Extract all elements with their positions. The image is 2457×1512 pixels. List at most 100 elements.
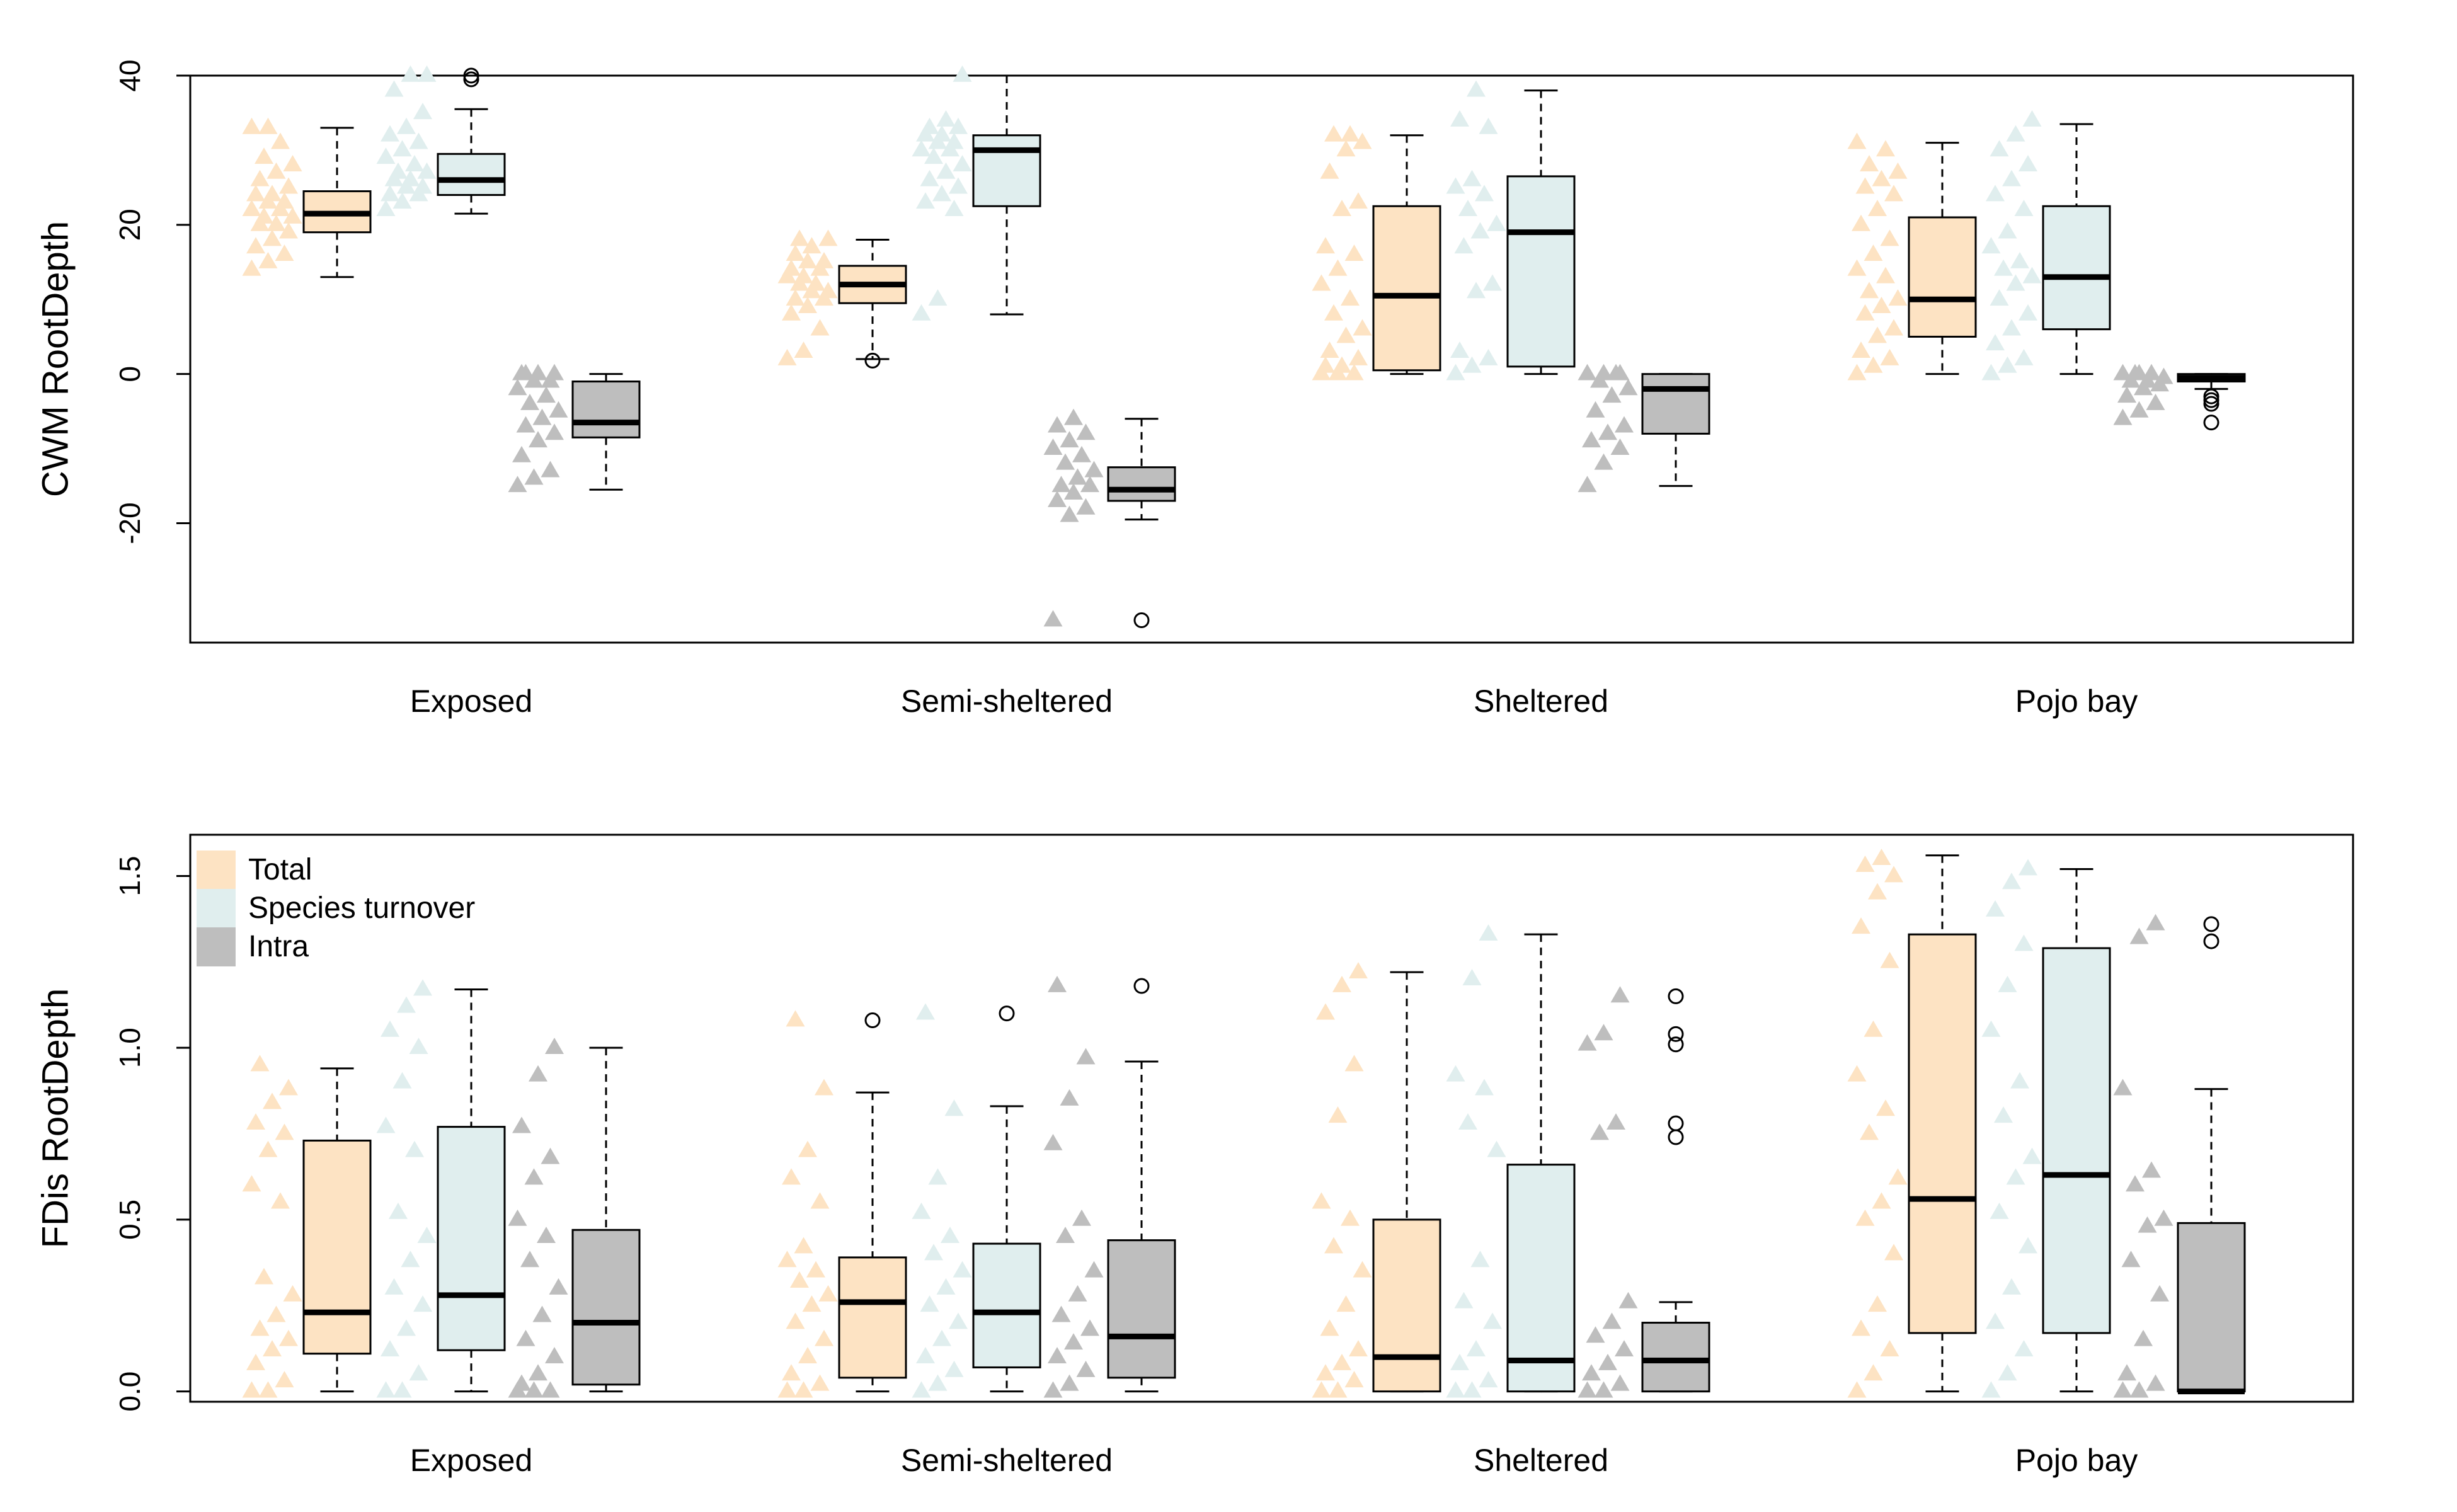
data-point-total <box>246 1113 265 1130</box>
data-point-intra <box>1060 505 1079 522</box>
data-point-species-turnover <box>1446 1065 1465 1082</box>
data-point-intra <box>545 1038 564 1055</box>
outlier-point <box>2203 933 2219 949</box>
outlier-point <box>1668 1129 1684 1145</box>
data-point-species-turnover <box>1467 282 1486 299</box>
data-point-species-turnover <box>1450 341 1469 358</box>
legend-label-intra: Intra <box>248 930 309 963</box>
data-point-total <box>1872 849 1891 866</box>
data-point-total <box>777 1381 797 1398</box>
outlier-point <box>2203 415 2219 431</box>
data-point-total <box>790 229 809 246</box>
data-point-species-turnover <box>1981 364 2001 381</box>
data-point-total <box>258 117 278 134</box>
data-point-intra <box>1615 416 1634 433</box>
data-point-intra <box>508 379 527 396</box>
data-point-species-turnover <box>936 110 956 127</box>
data-point-total <box>263 185 282 202</box>
data-point-total <box>1312 274 1331 291</box>
data-point-total <box>242 1381 261 1398</box>
data-point-intra <box>512 445 531 462</box>
data-point-species-turnover <box>1446 1381 1465 1398</box>
data-point-intra <box>2121 1251 2141 1268</box>
data-point-intra <box>512 1374 531 1391</box>
data-point-total <box>1324 125 1343 142</box>
data-point-species-turnover <box>928 1374 948 1391</box>
data-point-intra <box>549 1278 568 1295</box>
data-point-species-turnover <box>381 185 399 202</box>
data-point-total <box>246 1353 265 1370</box>
data-point-intra <box>520 1251 539 1268</box>
data-point-intra <box>516 364 536 381</box>
data-point-total <box>815 251 833 268</box>
data-point-species-turnover <box>2019 155 2037 171</box>
data-point-total <box>1852 341 1870 358</box>
outlier-point <box>463 67 479 84</box>
y-axis-label: FDis RootDepth <box>35 988 76 1249</box>
data-point-total <box>782 304 801 321</box>
data-point-species-turnover <box>912 140 931 157</box>
data-point-total <box>782 259 801 276</box>
data-point-total <box>258 251 278 268</box>
data-point-intra <box>2126 1175 2145 1192</box>
data-point-species-turnover <box>1458 200 1477 217</box>
data-point-intra <box>2146 914 2165 931</box>
box-total-exposed <box>302 1139 372 1355</box>
data-point-intra <box>529 1364 547 1381</box>
plot-frame <box>189 833 2354 1403</box>
data-point-intra <box>1582 1364 1601 1381</box>
data-point-total <box>1349 962 1368 979</box>
data-point-species-turnover <box>2006 125 2025 142</box>
data-point-species-turnover <box>401 1251 420 1268</box>
data-point-intra <box>1084 1261 1104 1278</box>
data-point-total <box>1336 326 1356 343</box>
data-point-total <box>782 1168 801 1185</box>
data-point-species-turnover <box>413 103 432 120</box>
data-point-total <box>1864 356 1883 373</box>
data-point-intra <box>1578 1381 1597 1398</box>
data-point-species-turnover <box>912 304 931 321</box>
data-point-intra <box>1076 423 1096 440</box>
box-species-turnover-sheltered <box>1506 1164 1576 1393</box>
data-point-species-turnover <box>1994 259 2013 276</box>
data-point-total <box>798 297 817 313</box>
data-point-species-turnover <box>405 155 424 171</box>
data-point-species-turnover <box>1986 185 2005 202</box>
data-point-total <box>1349 348 1368 365</box>
outlier-point <box>2203 396 2219 412</box>
data-point-species-turnover <box>1986 900 2005 917</box>
data-point-species-turnover <box>1998 975 2017 992</box>
data-point-total <box>263 1092 282 1109</box>
data-point-species-turnover <box>2019 859 2037 876</box>
data-point-species-turnover <box>384 80 404 97</box>
data-point-intra <box>2129 364 2149 381</box>
data-point-total <box>246 237 265 254</box>
data-point-total <box>1324 304 1343 321</box>
box-intra-semi-sheltered <box>1107 466 1176 502</box>
data-point-species-turnover <box>2019 304 2037 321</box>
box-species-turnover-semi-sheltered <box>972 1242 1041 1368</box>
data-point-total <box>810 1192 830 1209</box>
data-point-species-turnover <box>392 1381 412 1398</box>
data-point-total <box>266 162 286 179</box>
data-point-total <box>1316 1003 1335 1020</box>
data-point-species-turnover <box>2006 274 2025 291</box>
category-label-semi-sheltered: Semi-sheltered <box>901 1443 1113 1478</box>
data-point-total <box>815 1079 833 1096</box>
data-point-total <box>1884 866 1903 883</box>
data-point-species-turnover <box>376 147 396 164</box>
data-point-species-turnover <box>2010 1072 2029 1089</box>
category-label-pojo-bay: Pojo bay <box>2015 684 2138 719</box>
data-point-intra <box>1068 1285 1087 1302</box>
data-point-total <box>1852 214 1870 231</box>
data-point-species-turnover <box>1470 1251 1490 1268</box>
data-point-total <box>266 214 286 231</box>
data-point-species-turnover <box>1990 1202 2009 1219</box>
data-point-total <box>1872 297 1891 313</box>
data-point-intra <box>1594 1024 1613 1041</box>
data-point-total <box>802 237 822 254</box>
data-point-intra <box>1594 453 1613 470</box>
data-point-total <box>1888 162 1908 179</box>
box-intra-exposed <box>571 381 641 438</box>
data-point-intra <box>1043 438 1063 455</box>
